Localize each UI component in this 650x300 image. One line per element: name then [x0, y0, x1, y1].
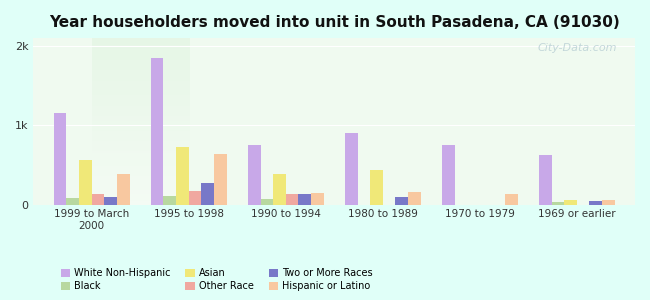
- Bar: [66, 198, 79, 205]
- Bar: [408, 192, 421, 205]
- Bar: [564, 200, 577, 205]
- Legend: White Non-Hispanic, Black, Asian, Other Race, Two or More Races, Hispanic or Lat: White Non-Hispanic, Black, Asian, Other …: [57, 264, 376, 295]
- Bar: [311, 193, 324, 205]
- Bar: [602, 200, 615, 205]
- Bar: [104, 196, 117, 205]
- Bar: [79, 160, 92, 205]
- Bar: [176, 148, 188, 205]
- Bar: [345, 133, 358, 205]
- Text: City-Data.com: City-Data.com: [538, 43, 617, 53]
- Bar: [370, 170, 383, 205]
- Bar: [202, 183, 214, 205]
- Bar: [188, 191, 202, 205]
- Bar: [248, 145, 261, 205]
- Bar: [505, 194, 517, 205]
- Bar: [164, 196, 176, 205]
- Bar: [92, 194, 104, 205]
- Bar: [54, 113, 66, 205]
- Bar: [590, 201, 602, 205]
- Bar: [286, 194, 298, 205]
- Title: Year householders moved into unit in South Pasadena, CA (91030): Year householders moved into unit in Sou…: [49, 15, 619, 30]
- Bar: [552, 202, 564, 205]
- Bar: [261, 199, 273, 205]
- Bar: [298, 194, 311, 205]
- Bar: [273, 174, 286, 205]
- Bar: [395, 196, 408, 205]
- Bar: [151, 58, 164, 205]
- Bar: [214, 154, 227, 205]
- Bar: [539, 155, 552, 205]
- Bar: [442, 145, 454, 205]
- Bar: [117, 174, 129, 205]
